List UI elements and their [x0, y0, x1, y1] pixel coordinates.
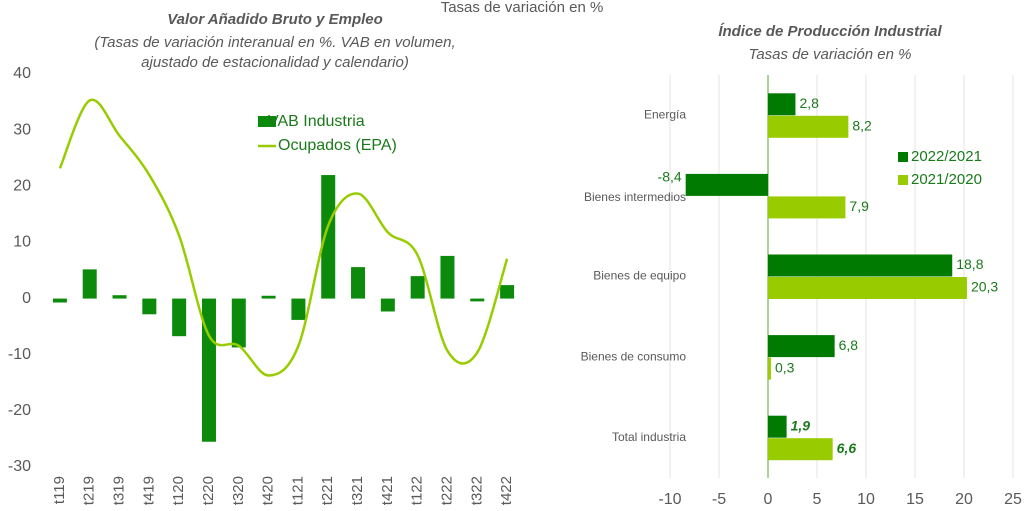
bar: [380, 298, 395, 312]
y-tick-label: 0: [22, 290, 31, 307]
x-tick-label: t322: [468, 476, 485, 505]
y-tick-label: -10: [8, 346, 31, 363]
data-label: 20,3: [971, 279, 998, 295]
x-tick-label: 10: [857, 491, 875, 508]
bar: [768, 357, 771, 380]
y-tick-label: 10: [13, 234, 31, 251]
y-tick-label: 40: [13, 65, 31, 82]
annotation: Tasas de variación en %: [441, 0, 604, 16]
data-label: 18,8: [956, 256, 983, 272]
x-tick-label: t222: [438, 476, 455, 505]
legend-swatch: [258, 116, 276, 127]
y-tick-label: Bienes intermedios: [584, 190, 686, 204]
chart-subtitle: (Tasas de variación interanual en %. VAB…: [94, 34, 455, 51]
bar: [768, 196, 846, 219]
y-tick-label: Bienes de equipo: [593, 269, 686, 283]
bar: [768, 335, 835, 358]
y-tick-label: 30: [13, 121, 31, 138]
data-label: 2,8: [799, 95, 819, 111]
x-tick-label: t120: [170, 476, 187, 505]
bar: [351, 267, 366, 299]
legend-label: 2022/2021: [911, 148, 982, 165]
bar: [500, 285, 515, 299]
data-label: 8,2: [852, 118, 872, 134]
bar: [768, 254, 953, 277]
x-tick-label: t221: [319, 476, 336, 505]
data-label: 1,9: [791, 417, 811, 433]
chart-title: Valor Añadido Bruto y Empleo: [167, 11, 383, 28]
x-tick-label: t419: [140, 476, 157, 505]
legend-label: VAB Industria: [268, 113, 365, 130]
x-tick-label: 20: [955, 491, 973, 508]
bar: [112, 295, 127, 299]
x-tick-label: t321: [349, 476, 366, 505]
bar: [291, 298, 306, 320]
data-label: 6,8: [839, 337, 859, 353]
bar: [768, 93, 796, 116]
x-tick-label: t420: [260, 476, 277, 505]
data-label: 6,6: [837, 440, 857, 456]
x-tick-label: t119: [51, 476, 68, 504]
chart-subtitle: ajustado de estacionalidad y calendario): [141, 54, 409, 71]
bar: [768, 277, 967, 299]
x-tick-label: 5: [813, 491, 822, 508]
bar: [82, 269, 97, 299]
chart-title: Índice de Producción Industrial: [718, 23, 942, 40]
line: [58, 98, 509, 377]
legend-label: 2021/2020: [911, 171, 982, 188]
x-tick-label: -10: [658, 491, 681, 508]
legend-label: Ocupados (EPA): [278, 137, 397, 154]
data-label: 7,9: [849, 198, 869, 214]
bar: [410, 276, 425, 299]
x-tick-label: t220: [200, 476, 217, 505]
y-tick-label: -30: [8, 458, 31, 475]
x-tick-label: t422: [498, 476, 515, 505]
x-tick-label: 0: [764, 491, 773, 508]
x-tick-label: t421: [379, 476, 396, 505]
y-tick-label: Bienes de consumo: [581, 349, 687, 363]
y-tick-label: -20: [8, 402, 31, 419]
bar: [685, 173, 768, 196]
bar: [201, 298, 216, 442]
data-label: -8,4: [658, 169, 682, 185]
bar: [470, 298, 485, 302]
legend-swatch: [898, 152, 908, 162]
bar: [768, 438, 833, 461]
x-tick-label: 15: [906, 491, 924, 508]
x-tick-label: 25: [1004, 491, 1022, 508]
bar: [768, 115, 849, 138]
x-tick-label: t121: [289, 476, 306, 505]
bar: [52, 298, 67, 303]
data-label: 0,3: [775, 359, 795, 375]
x-tick-label: -5: [712, 491, 726, 508]
bar: [231, 298, 246, 348]
y-tick-label: 20: [13, 178, 31, 195]
bar: [440, 255, 455, 299]
legend-swatch: [898, 175, 908, 185]
y-tick-label: Energía: [644, 107, 686, 121]
chart-subtitle: Tasas de variación en %: [749, 46, 912, 63]
x-tick-label: t122: [409, 476, 426, 505]
bar: [321, 175, 336, 299]
bar: [768, 415, 787, 438]
bar: [172, 298, 187, 337]
x-tick-label: t219: [81, 476, 98, 505]
bar: [142, 298, 157, 315]
y-tick-label: Total industria: [612, 430, 686, 444]
x-tick-label: t319: [111, 476, 128, 505]
x-tick-label: t320: [230, 476, 247, 505]
bar: [261, 295, 276, 299]
